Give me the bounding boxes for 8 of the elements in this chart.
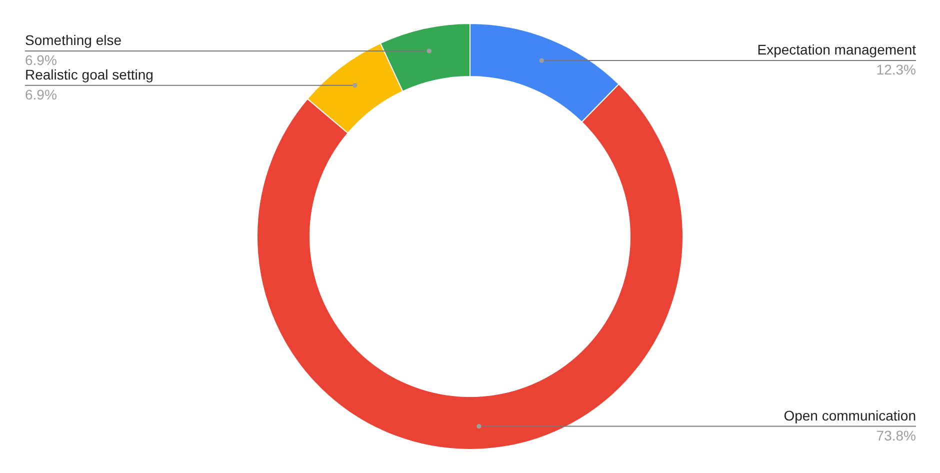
slice-label: Realistic goal setting xyxy=(25,66,154,82)
data-label: 6.9% xyxy=(25,86,57,102)
slice-label: Open communication xyxy=(784,407,916,424)
data-label: 73.8% xyxy=(876,427,916,444)
data-label: 12.3% xyxy=(876,62,916,78)
slice-label: Expectation management xyxy=(757,42,916,58)
slice-label: Something else xyxy=(25,32,122,48)
data-label: 6.9% xyxy=(25,52,57,68)
